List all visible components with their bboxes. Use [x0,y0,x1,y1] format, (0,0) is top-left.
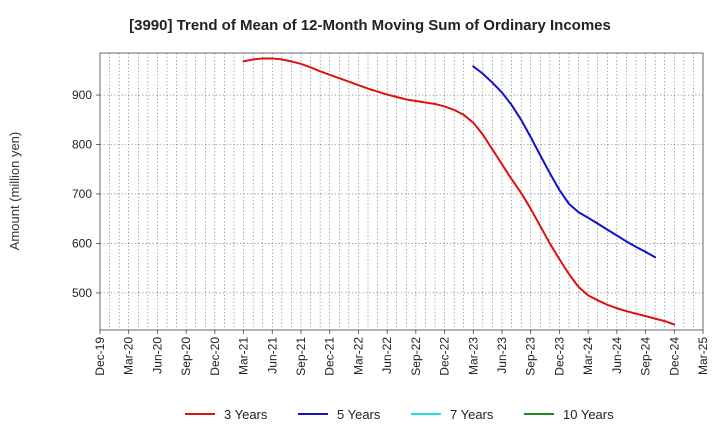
y-tick-label: 800 [72,138,92,152]
legend: 3 Years 5 Years 7 Years 10 Years [185,407,614,422]
x-tick-label: Dec-20 [208,337,222,376]
series-line-3-years [242,57,676,326]
chart-title: [3990] Trend of Mean of 12-Month Moving … [129,17,611,34]
y-tick-labels: 500 600 700 800 900 [72,88,100,300]
x-tick-label: Sep-24 [639,337,653,376]
legend-label-10-years: 10 Years [563,407,614,422]
y-axis-label: Amount (million yen) [7,132,22,251]
series-lines [242,57,676,326]
legend-label-7-years: 7 Years [450,407,494,422]
x-tick-label: Jun-24 [610,337,624,374]
x-tick-label: Sep-23 [524,337,538,376]
x-tick-label: Sep-22 [409,337,423,376]
x-tick-label: Mar-23 [466,337,480,375]
x-tick-label: Jun-21 [265,337,279,374]
x-tick-label: Jun-23 [495,337,509,374]
y-tick-label: 600 [72,236,92,250]
x-tick-label: Mar-21 [237,337,251,375]
legend-label-3-years: 3 Years [224,407,268,422]
x-tick-label: Mar-24 [581,337,595,375]
y-tick-label: 900 [72,88,92,102]
x-tick-label: Mar-25 [696,337,710,375]
x-tick-labels: Dec-19 Mar-20 Jun-20 Sep-20 Dec-20 Mar-21 Jun-… [93,330,710,376]
grid [100,53,703,330]
x-tick-label: Dec-19 [93,337,107,376]
x-tick-label: Dec-23 [552,337,566,376]
x-tick-label: Mar-20 [122,337,136,375]
x-tick-label: Jun-22 [380,337,394,374]
y-tick-label: 700 [72,187,92,201]
x-tick-label: Dec-21 [323,337,337,376]
legend-label-5-years: 5 Years [337,407,381,422]
x-tick-label: Dec-24 [667,337,681,376]
y-tick-label: 500 [72,286,92,300]
plot-area [99,52,704,331]
series-line-5-years [472,65,657,259]
x-tick-label: Mar-22 [351,337,365,375]
x-tick-label: Jun-20 [150,337,164,374]
x-tick-label: Dec-22 [438,337,452,376]
x-tick-label: Sep-21 [294,337,308,376]
x-tick-label: Sep-20 [179,337,193,376]
